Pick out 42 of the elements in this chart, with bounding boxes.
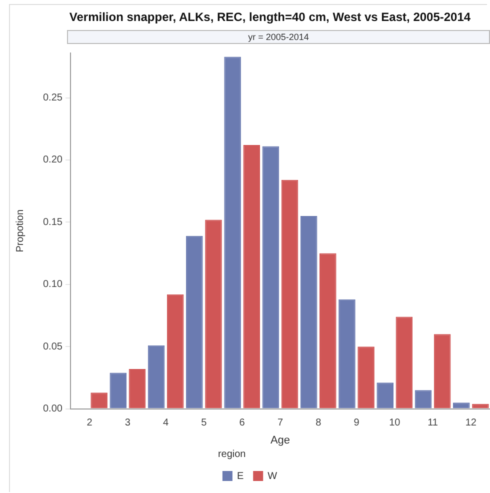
- bar: [358, 346, 374, 408]
- x-tick-label: 7: [277, 418, 284, 429]
- bar: [110, 372, 127, 408]
- x-tick-label: 8: [316, 418, 322, 429]
- bar: [166, 294, 184, 408]
- bar: [320, 253, 336, 408]
- chart-subtitle: yr = 2005-2014: [67, 30, 490, 44]
- legend-label: E: [236, 470, 244, 482]
- y-tick-label: 0.10: [42, 279, 63, 290]
- x-tick-label: 5: [201, 418, 208, 429]
- bar: [453, 402, 470, 408]
- y-tick-label: 0.20: [42, 154, 63, 166]
- legend-label: W: [268, 470, 278, 482]
- bar: [243, 145, 260, 408]
- bar: [338, 299, 356, 408]
- x-tick-label: 12: [465, 418, 477, 429]
- bar: [224, 56, 241, 408]
- y-axis-title: Propotion: [14, 209, 26, 252]
- bar: [434, 334, 451, 408]
- y-tick-label: 0.00: [42, 404, 63, 415]
- x-tick-label: 10: [389, 418, 401, 429]
- bar: [128, 368, 146, 408]
- x-tick-label: 4: [163, 418, 170, 429]
- bar: [376, 382, 394, 408]
- x-tick-label: 2: [86, 418, 93, 429]
- bar: [300, 216, 318, 408]
- x-tick-label: 11: [428, 418, 438, 429]
- y-tick-label: 0.05: [42, 341, 63, 352]
- bar: [281, 180, 298, 408]
- bar: [396, 316, 413, 408]
- x-tick-label: 3: [124, 418, 131, 429]
- x-tick-label: 9: [354, 418, 360, 429]
- y-tick-label: 0.25: [42, 92, 63, 104]
- legend-title: region: [218, 448, 246, 460]
- y-tick-label: 0.15: [42, 216, 63, 228]
- bar: [148, 345, 165, 408]
- x-tick-label: 6: [239, 418, 246, 429]
- bar: [186, 236, 203, 408]
- bar: [205, 220, 222, 408]
- x-axis-title: Age: [270, 434, 290, 446]
- bar: [262, 146, 280, 408]
- chart-title: Vermilion snapper, ALKs, REC, length=40 cm, West vs East, 2005-2014: [68, 10, 472, 24]
